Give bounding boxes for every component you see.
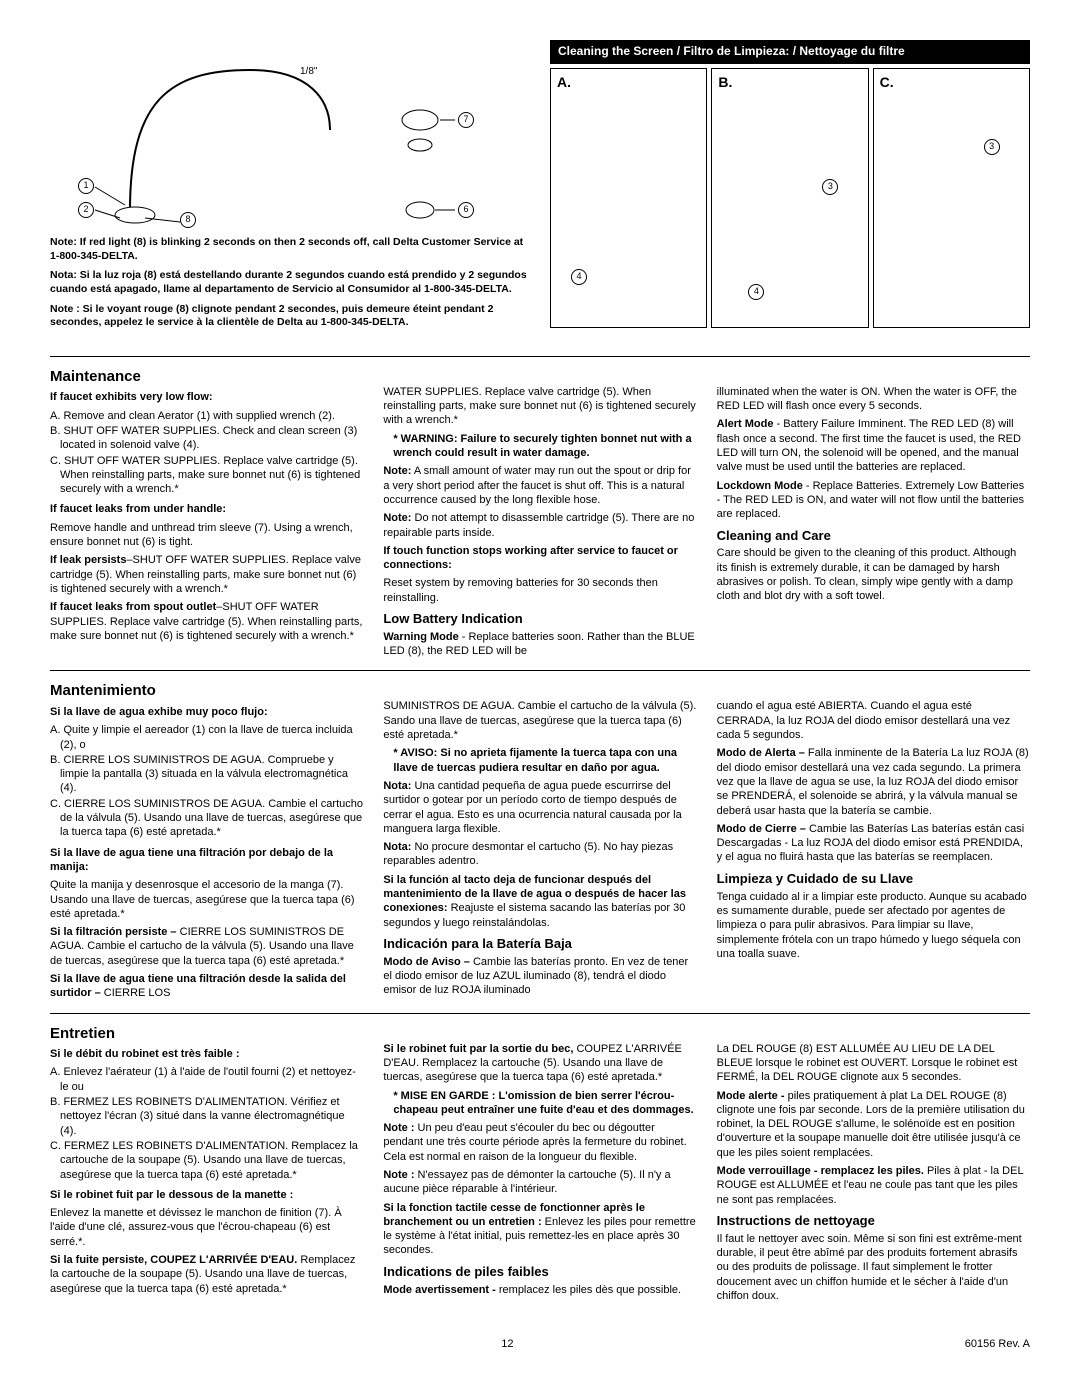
note-fr: Note : Si le voyant rouge (8) clignote p… (50, 303, 530, 330)
cleaning-panel-b: B. 3 4 (711, 68, 868, 328)
maintenance-heading-fr: Entretien (50, 1024, 363, 1044)
diagram-measurement: 1/8" (300, 65, 317, 78)
callout-8: 8 (180, 212, 196, 228)
cleaning-panel-c: C. 3 (873, 68, 1030, 328)
french-section: Entretien Si le débit du robinet est trè… (50, 1024, 1030, 1308)
callout-7: 7 (458, 112, 474, 128)
page-number: 12 (50, 1337, 965, 1351)
low-battery-heading-fr: Indications de piles faibles (383, 1264, 696, 1281)
cleaning-panel-a: A. 4 (550, 68, 707, 328)
faucet-exploded-diagram: 1/8" 1 2 8 7 6 (50, 40, 530, 230)
low-battery-heading-en: Low Battery Indication (383, 611, 696, 628)
revision-label: 60156 Rev. A (965, 1337, 1030, 1351)
callout-6: 6 (458, 202, 474, 218)
page-footer: 12 60156 Rev. A (50, 1337, 1030, 1351)
callout-2: 2 (78, 202, 94, 218)
callout-1: 1 (78, 178, 94, 194)
note-es: Nota: Si la luz roja (8) está destelland… (50, 269, 530, 296)
cleaning-header: Cleaning the Screen / Filtro de Limpieza… (550, 40, 1030, 64)
english-section: Maintenance If faucet exhibits very low … (50, 367, 1030, 663)
maintenance-heading-es: Mantenimiento (50, 681, 363, 701)
maintenance-heading-en: Maintenance (50, 367, 363, 387)
cleaning-care-heading-fr: Instructions de nettoyage (717, 1213, 1030, 1230)
spanish-section: Mantenimiento Si la llave de agua exhibe… (50, 681, 1030, 1004)
low-battery-heading-es: Indicación para la Batería Baja (383, 936, 696, 953)
cleaning-care-heading-es: Limpieza y Cuidado de su Llave (717, 871, 1030, 888)
cleaning-care-heading-en: Cleaning and Care (717, 528, 1030, 545)
note-en: Note: If red light (8) is blinking 2 sec… (50, 236, 530, 263)
